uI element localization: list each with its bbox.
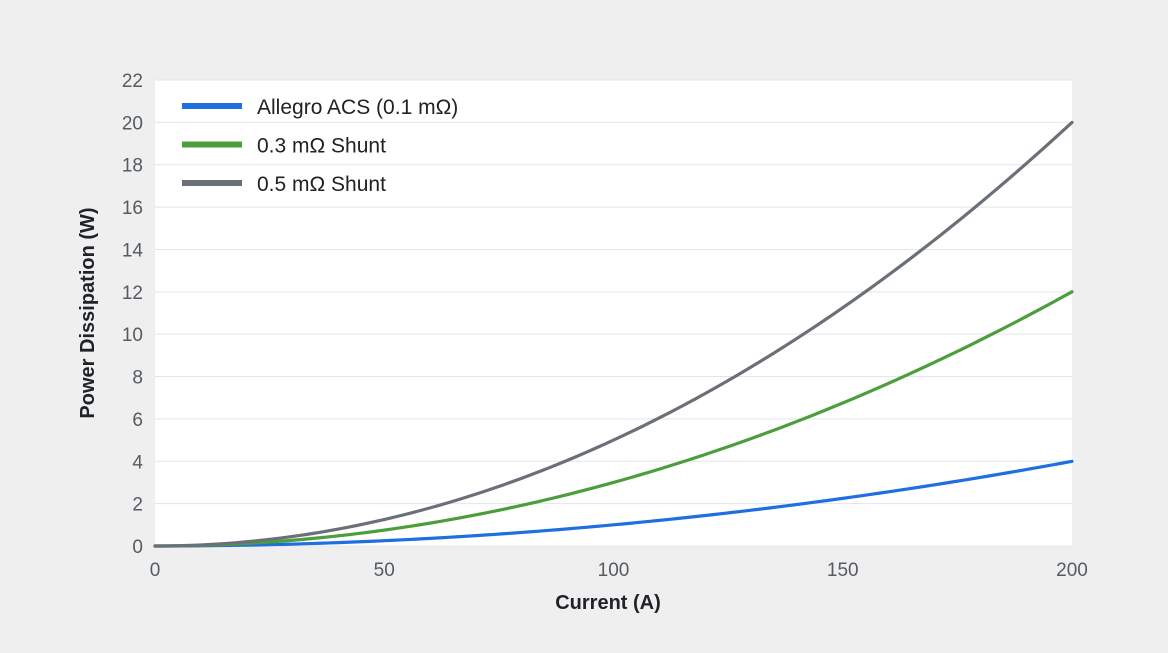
series-line-1 [153, 290, 1074, 548]
y-tick-label: 8 [132, 368, 143, 389]
x-axis-title: Current (A) [555, 592, 661, 614]
y-tick-labels: 0 2 4 6 8 10 12 14 16 18 20 22 [122, 71, 144, 558]
x-tick-labels: 0 50 100 150 200 [150, 560, 1088, 581]
y-tick-label: 12 [122, 283, 143, 304]
legend-label: 0.3 mΩ Shunt [257, 135, 386, 158]
series-line-0 [153, 459, 1074, 548]
y-tick-label: 6 [132, 410, 143, 431]
grid-lines [155, 79, 1072, 547]
x-tick-label: 150 [827, 560, 859, 581]
x-tick-label: 100 [598, 560, 630, 581]
x-tick-label: 200 [1056, 560, 1088, 581]
y-tick-label: 18 [122, 156, 143, 177]
legend-label: Allegro ACS (0.1 mΩ) [257, 96, 458, 119]
y-tick-label: 10 [122, 325, 143, 346]
y-tick-label: 16 [122, 198, 143, 219]
series-line-2 [153, 120, 1074, 548]
legend: Allegro ACS (0.1 mΩ) 0.3 mΩ Shunt 0.5 mΩ S… [182, 96, 458, 196]
y-tick-label: 2 [132, 495, 143, 516]
y-tick-label: 14 [122, 240, 144, 261]
y-tick-label: 4 [132, 452, 143, 473]
legend-label: 0.5 mΩ Shunt [257, 173, 386, 196]
series-lines [153, 120, 1074, 548]
x-tick-label: 0 [150, 560, 161, 581]
plot-area [155, 80, 1072, 546]
y-tick-label: 20 [122, 113, 143, 134]
y-axis-title: Power Dissipation (W) [77, 207, 99, 418]
y-tick-label: 0 [132, 537, 143, 558]
y-tick-label: 22 [122, 71, 143, 92]
x-tick-label: 50 [374, 560, 395, 581]
